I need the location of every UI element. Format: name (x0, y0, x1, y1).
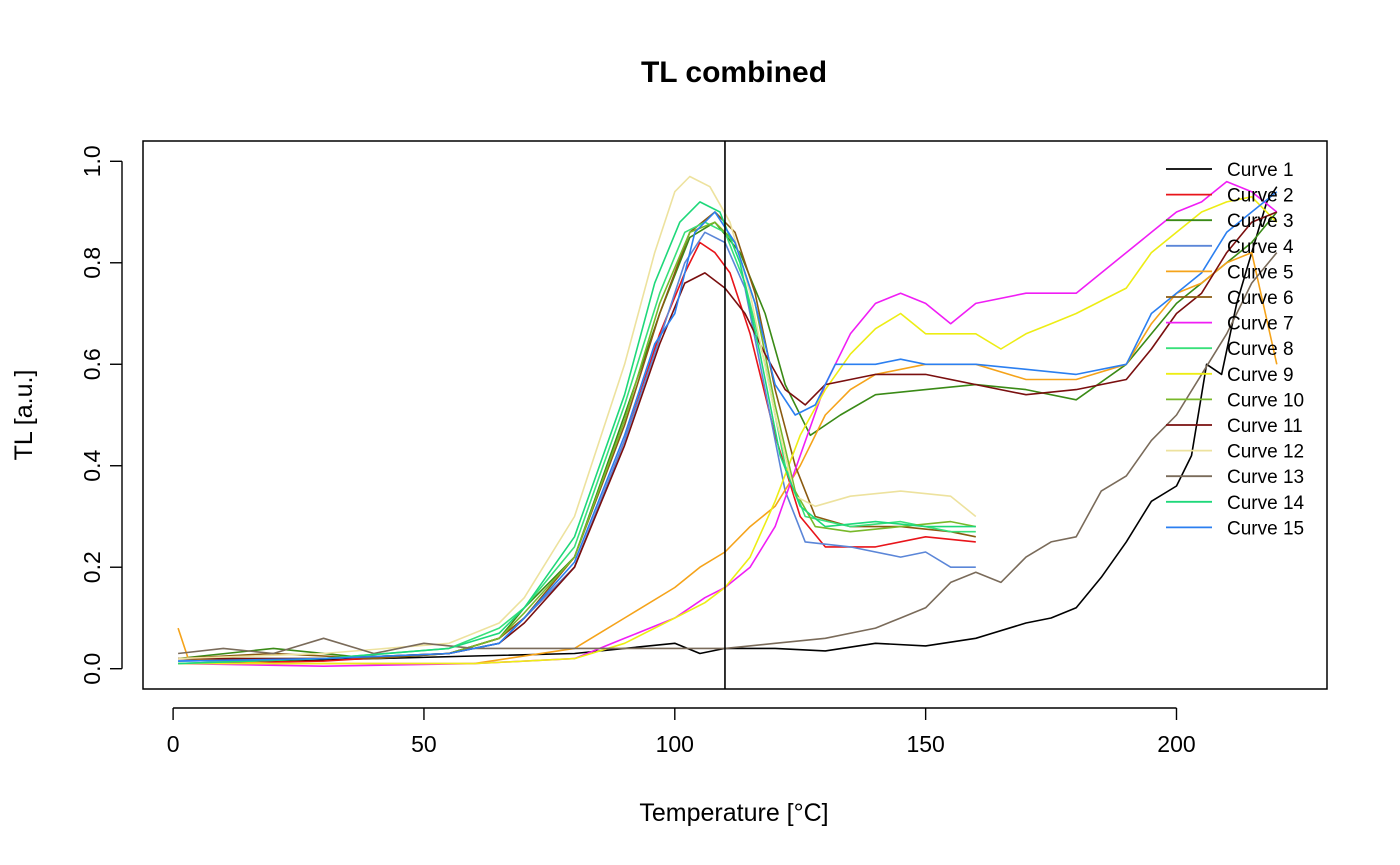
legend-label: Curve 13 (1227, 467, 1304, 488)
chart-title: TL combined (641, 56, 827, 89)
legend-label: Curve 14 (1227, 493, 1305, 514)
series-layer (177, 175, 1278, 667)
x-tick-label: 100 (656, 731, 694, 757)
y-tick-label: 0.4 (79, 450, 105, 482)
y-tick-label: 0.6 (79, 348, 105, 380)
legend-label: Curve 9 (1227, 365, 1294, 386)
x-tick-label: 200 (1157, 731, 1195, 757)
y-tick-label: 0.8 (79, 247, 105, 279)
legend-label: Curve 7 (1227, 314, 1294, 335)
legend-label: Curve 5 (1227, 262, 1294, 283)
y-axis-label: TL [a.u.] (10, 370, 38, 461)
x-tick-label: 50 (411, 731, 437, 757)
series-line-5 (177, 251, 1278, 665)
series-line-1 (178, 186, 1278, 662)
legend-label: Curve 11 (1227, 416, 1303, 437)
series-line-3 (178, 211, 1278, 660)
legend-label: Curve 4 (1227, 237, 1294, 258)
legend-label: Curve 6 (1227, 288, 1294, 309)
legend-label: Curve 3 (1227, 211, 1294, 232)
series-line-7 (178, 180, 1278, 667)
series-line-4 (178, 231, 976, 662)
legend-label: Curve 15 (1227, 518, 1304, 539)
series-line-2 (178, 241, 976, 665)
legend-label: Curve 8 (1227, 339, 1294, 360)
legend: Curve 1 Curve 2 Curve 3 Curve 4 Curve 5 Curve… (1166, 160, 1305, 539)
y-tick-label: 1.0 (79, 145, 105, 177)
y-tick-label: 0.2 (79, 551, 105, 583)
x-axis: 0 50 100 150 200 (167, 707, 1196, 757)
x-tick-label: 0 (167, 731, 180, 757)
series-line-10 (178, 221, 976, 660)
legend-label: Curve 1 (1227, 160, 1294, 181)
series-line-14 (178, 201, 976, 665)
legend-label: Curve 10 (1227, 390, 1304, 411)
x-tick-label: 150 (906, 731, 944, 757)
legend-label: Curve 2 (1227, 186, 1294, 207)
x-axis-label: Temperature [°C] (639, 799, 828, 827)
y-tick-label: 0.0 (79, 653, 105, 685)
legend-label: Curve 12 (1227, 442, 1304, 463)
y-axis: 0.0 0.2 0.4 0.6 0.8 1.0 (79, 145, 123, 685)
series-line-12 (178, 175, 977, 660)
series-line-13 (178, 252, 1278, 655)
series-line-15 (178, 191, 1278, 662)
series-line-11 (178, 211, 1278, 660)
series-line-6 (178, 211, 976, 660)
plot-frame (142, 140, 1328, 690)
series-line-9 (178, 196, 1278, 665)
series-line-8 (178, 221, 976, 665)
